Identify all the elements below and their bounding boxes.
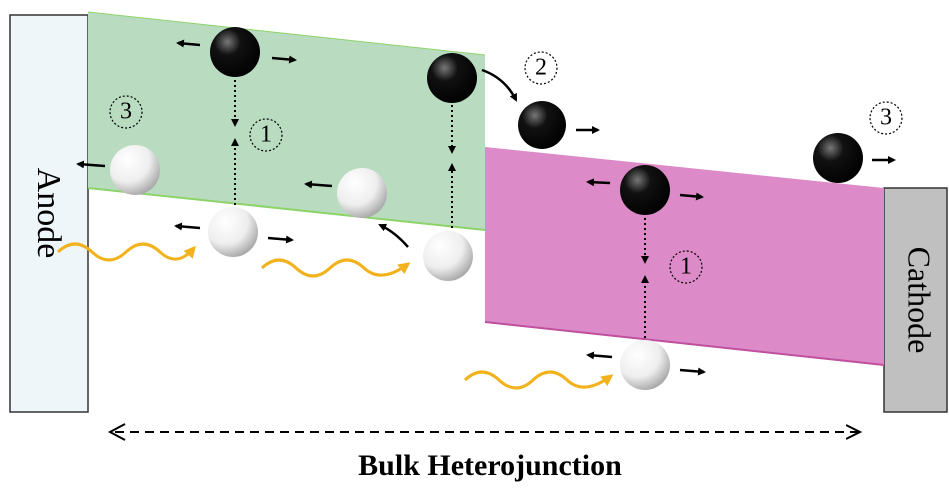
band-edge <box>484 321 885 366</box>
anode-label: Anode <box>30 168 67 259</box>
step-number: 1 <box>260 122 272 148</box>
caption: Bulk Heterojunction <box>358 449 622 482</box>
step-number: 3 <box>880 105 892 131</box>
step-number: 2 <box>535 55 547 81</box>
step-number: 1 <box>680 254 692 280</box>
cathode-electrode <box>883 187 948 413</box>
transitions <box>231 80 649 338</box>
step-circle <box>249 118 283 152</box>
anode-electrode <box>9 14 89 413</box>
step-labels: 3 1 2 3 1 <box>109 51 903 284</box>
step-circle <box>524 51 558 85</box>
cathode-label: Cathode <box>902 247 938 354</box>
span-arrow-head <box>107 423 126 441</box>
band-edge <box>87 11 486 56</box>
donor-band <box>88 12 485 230</box>
photons <box>56 242 614 390</box>
step-circle <box>109 95 143 129</box>
holes <box>110 145 670 390</box>
step-circle <box>669 250 703 284</box>
band-edge <box>87 187 486 231</box>
motion-arrows <box>76 39 896 376</box>
step-number: 3 <box>120 99 132 125</box>
step-circle <box>869 101 903 135</box>
acceptor-band <box>485 147 884 365</box>
electrons <box>210 27 863 215</box>
